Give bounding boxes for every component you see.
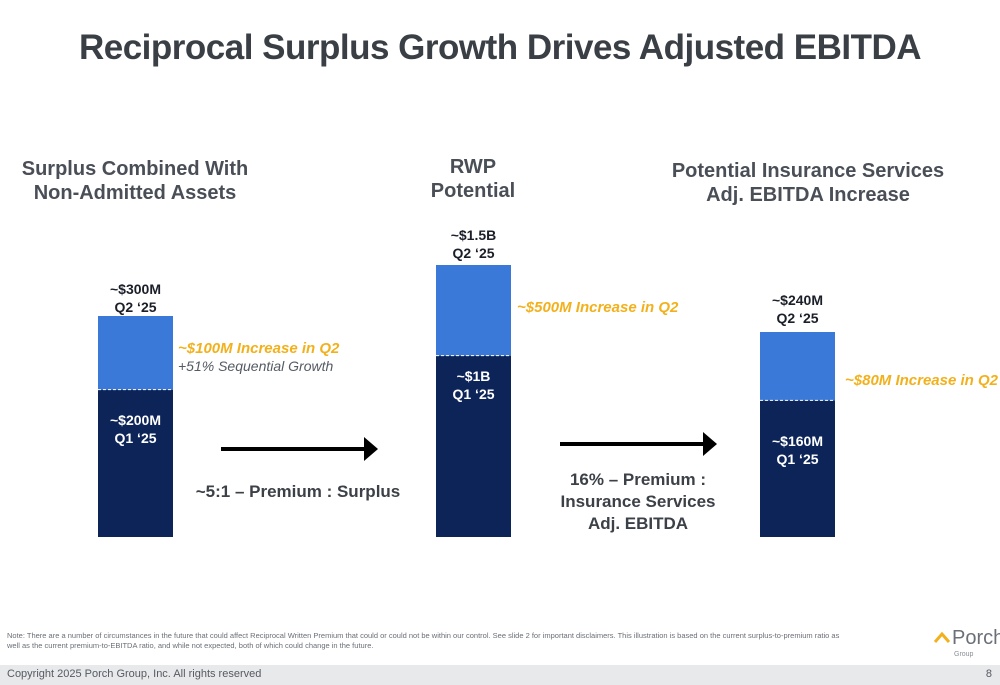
panel-title-surplus-line-2: Non-Admitted Assets (33, 182, 237, 204)
panel-title-surplus-line-1: Surplus Combined With (21, 158, 249, 180)
ratio-premium-surplus-line-1: ~5:1 – Premium : Surplus (195, 482, 401, 501)
bar1-total-line-2: Q2 ‘25 (114, 299, 157, 315)
ratio-premium-ebitda-line-2: Insurance Services (560, 492, 716, 511)
logo-subtitle: Group (954, 651, 974, 658)
bar3-total-label: ~$240M Q2 ‘25 (760, 291, 835, 327)
logo-wordmark: Porch (952, 627, 1000, 649)
panel-title-rwp-line-2: Potential (430, 180, 516, 202)
roof-chevron-icon (934, 631, 950, 643)
bar3-q1-line-2: Q1 ‘25 (776, 451, 819, 467)
bar3-segment-q1 (760, 400, 835, 537)
panel-title-surplus: Surplus Combined With Non-Admitted Asset… (20, 157, 250, 205)
panel-title-ebitda-line-1: Potential Insurance Services (671, 160, 945, 182)
bar2-total-line-1: ~$1.5B (450, 227, 497, 243)
bar2-segment-q1 (436, 355, 511, 537)
panel-title-ebitda-line-2: Adj. EBITDA Increase (706, 184, 910, 206)
bar3-q1-line-1: ~$160M (772, 433, 823, 449)
disclaimer-note: Note: There are a number of circumstance… (7, 631, 840, 650)
panel-title-ebitda: Potential Insurance Services Adj. EBITDA… (668, 159, 948, 207)
bar3-increase-label: ~$80M Increase in Q2 (845, 372, 999, 389)
page-number: 8 (985, 668, 992, 680)
panel-title-rwp-line-1: RWP (449, 156, 497, 178)
bar2-total-line-2: Q2 ‘25 (452, 245, 495, 261)
panel-title-rwp: RWP Potential (393, 155, 553, 203)
ratio-premium-ebitda-line-1: 16% – Premium : (569, 470, 707, 489)
bar1-total-label: ~$300M Q2 ‘25 (98, 280, 173, 316)
bar2-q1-line-1: ~$1B (456, 368, 491, 384)
bar2-q1-line-2: Q1 ‘25 (452, 386, 495, 402)
ratio-premium-ebitda: 16% – Premium : Insurance Services Adj. … (543, 469, 733, 535)
bar1-total-line-1: ~$300M (110, 281, 161, 297)
arrow-right-icon-2 (560, 432, 717, 456)
slide-title: Reciprocal Surplus Growth Drives Adjuste… (78, 28, 922, 67)
arrow-right-icon-1 (221, 437, 378, 461)
stacked-bars-chart (98, 265, 835, 537)
bar2-segment-increase (436, 265, 511, 356)
bar2-increase-label: ~$500M Increase in Q2 (517, 299, 679, 316)
porch-logo: Porch Group (934, 627, 1000, 661)
ratio-premium-ebitda-line-3: Adj. EBITDA (587, 514, 689, 533)
bar3-segment-increase (760, 332, 835, 401)
footer-bar: Copyright 2025 Porch Group, Inc. All rig… (0, 665, 1000, 685)
bar2-total-label: ~$1.5B Q2 ‘25 (436, 226, 511, 262)
ratio-premium-surplus: ~5:1 – Premium : Surplus (193, 481, 403, 503)
bar1-q1-line-1: ~$200M (110, 412, 161, 428)
bar3-total-line-2: Q2 ‘25 (776, 310, 819, 326)
bar1-segment-increase (98, 316, 173, 390)
bar1-segment-q1 (98, 389, 173, 537)
bar3-q1-label: ~$160M Q1 ‘25 (760, 432, 835, 468)
bar1-increase-label: ~$100M Increase in Q2 (178, 340, 340, 357)
bar1-q1-label: ~$200M Q1 ‘25 (98, 411, 173, 447)
bar2-q1-label: ~$1B Q1 ‘25 (436, 367, 511, 403)
bar1-q1-line-2: Q1 ‘25 (114, 430, 157, 446)
bar1-growth-note: +51% Sequential Growth (178, 358, 334, 374)
bar3-total-line-1: ~$240M (772, 292, 823, 308)
copyright-text: Copyright 2025 Porch Group, Inc. All rig… (7, 668, 262, 680)
